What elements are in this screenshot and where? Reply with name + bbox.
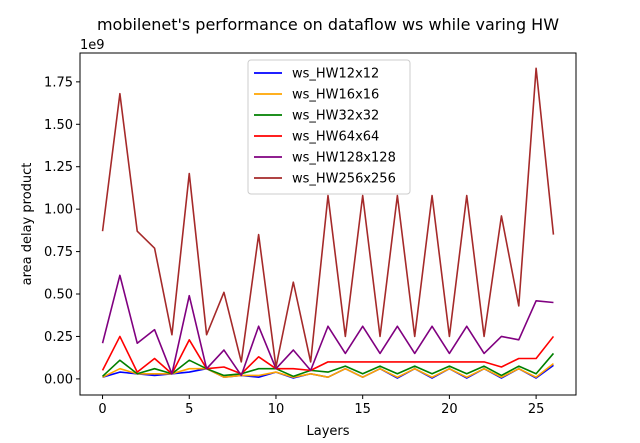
y-tick-label: 1.75 [44, 75, 73, 90]
y-tick-label: 1.00 [44, 203, 73, 218]
legend-label: ws_HW256x256 [292, 172, 396, 187]
y-tick-label: 1.50 [44, 118, 73, 133]
series-line-ws_HW64x64 [101, 335, 555, 375]
y-tick-label: 1.25 [44, 160, 73, 175]
y-tick-label: 0.25 [44, 330, 73, 345]
chart-title: mobilenet's performance on dataflow ws w… [97, 15, 559, 34]
series-line-ws_HW256x256 [101, 67, 555, 368]
x-tick-label: 20 [441, 402, 458, 417]
legend-label: ws_HW16x16 [292, 88, 379, 103]
legend-label: ws_HW64x64 [292, 130, 379, 145]
y-multiplier-label: 1e9 [80, 38, 105, 53]
x-tick-label: 0 [98, 402, 106, 417]
x-axis-label: Layers [306, 424, 349, 439]
series-line-ws_HW128x128 [101, 274, 554, 377]
series-line-ws_HW32x32 [102, 352, 555, 378]
legend-box [247, 59, 411, 195]
y-tick-label: 0.00 [44, 372, 73, 387]
x-tick-label: 5 [185, 402, 193, 417]
y-axis-label: area delay product [20, 163, 35, 286]
legend-label: ws_HW12x12 [292, 67, 379, 82]
axes-frame: 0 5 10 15 20 25 0.00 0.25 0.50 0.75 1.00 1.25 1.50 1.… [44, 52, 577, 417]
y-tick-label: 0.75 [44, 245, 73, 260]
series-line-ws_HW16x16 [102, 362, 554, 378]
legend: ws_HW12x12 ws_HW16x16 ws_HW32x32 ws_HW64x64… [247, 59, 411, 195]
y-tick-label: 0.50 [44, 288, 73, 303]
legend-label: ws_HW128x128 [292, 151, 396, 166]
axes-border [79, 52, 577, 396]
series-layer [101, 67, 555, 379]
x-tick-label: 15 [354, 402, 371, 417]
x-tick-label: 10 [268, 402, 285, 417]
x-tick-label: 25 [528, 402, 545, 417]
legend-label: ws_HW32x32 [292, 109, 379, 124]
